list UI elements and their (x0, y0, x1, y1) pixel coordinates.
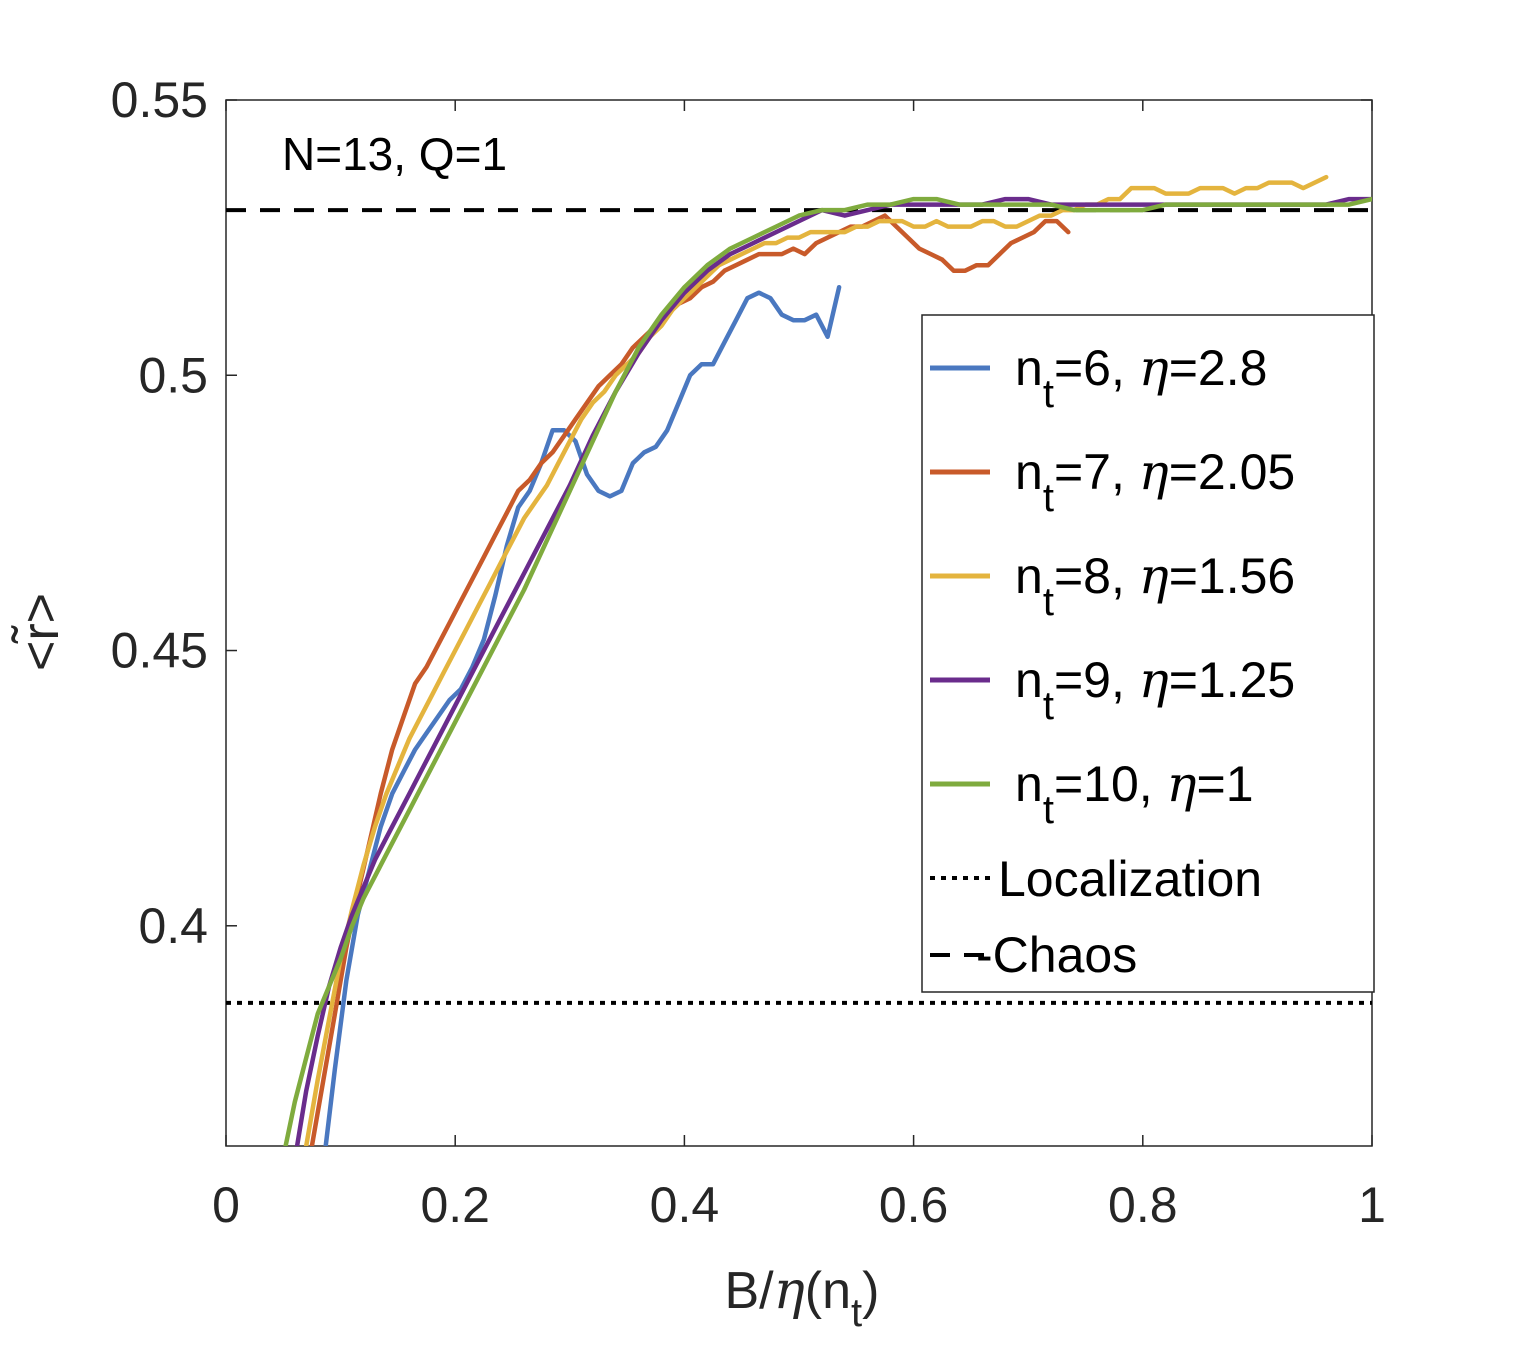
legend-box (921, 314, 1375, 993)
legend-label-localization: Localization (998, 851, 1262, 907)
annotation: N=13, Q=1 (282, 128, 507, 180)
series-line-nt-10 (283, 196, 1372, 1146)
y-tick-label: 0.4 (138, 898, 208, 954)
series-line-nt-7 (309, 213, 1071, 1146)
x-axis-label: B/η(nt) (725, 1261, 880, 1335)
legend-label-nt-10: nt=10, η=1 (1015, 755, 1254, 832)
x-tick-label: 1 (1358, 1177, 1386, 1233)
legend-label-nt-9: nt=9, η=1.25 (1015, 651, 1295, 728)
y-tick-label: 0.5 (138, 347, 208, 403)
x-tick-label: 0.2 (420, 1177, 490, 1233)
x-tick-label: 0 (212, 1177, 240, 1233)
legend-label-nt-7: nt=7, η=2.05 (1015, 443, 1295, 520)
legend-label-nt-8: nt=8, η=1.56 (1015, 547, 1295, 624)
legend-label-chaos: -Chaos (976, 927, 1137, 983)
legend: nt=6, η=2.8 nt=7, η=2.05 nt=8, η=1.56 nt=9,… (921, 314, 1375, 993)
y-axis-label: <r̃> (10, 593, 70, 671)
x-tick-label: 0.6 (879, 1177, 949, 1233)
y-tick-label: 0.55 (111, 72, 208, 128)
legend-label-nt-6: nt=6, η=2.8 (1015, 339, 1267, 416)
y-tick-label: 0.45 (111, 623, 208, 679)
x-tick-label: 0.4 (650, 1177, 720, 1233)
series-line-nt-8 (303, 174, 1329, 1146)
x-tick-label: 0.8 (1108, 1177, 1178, 1233)
